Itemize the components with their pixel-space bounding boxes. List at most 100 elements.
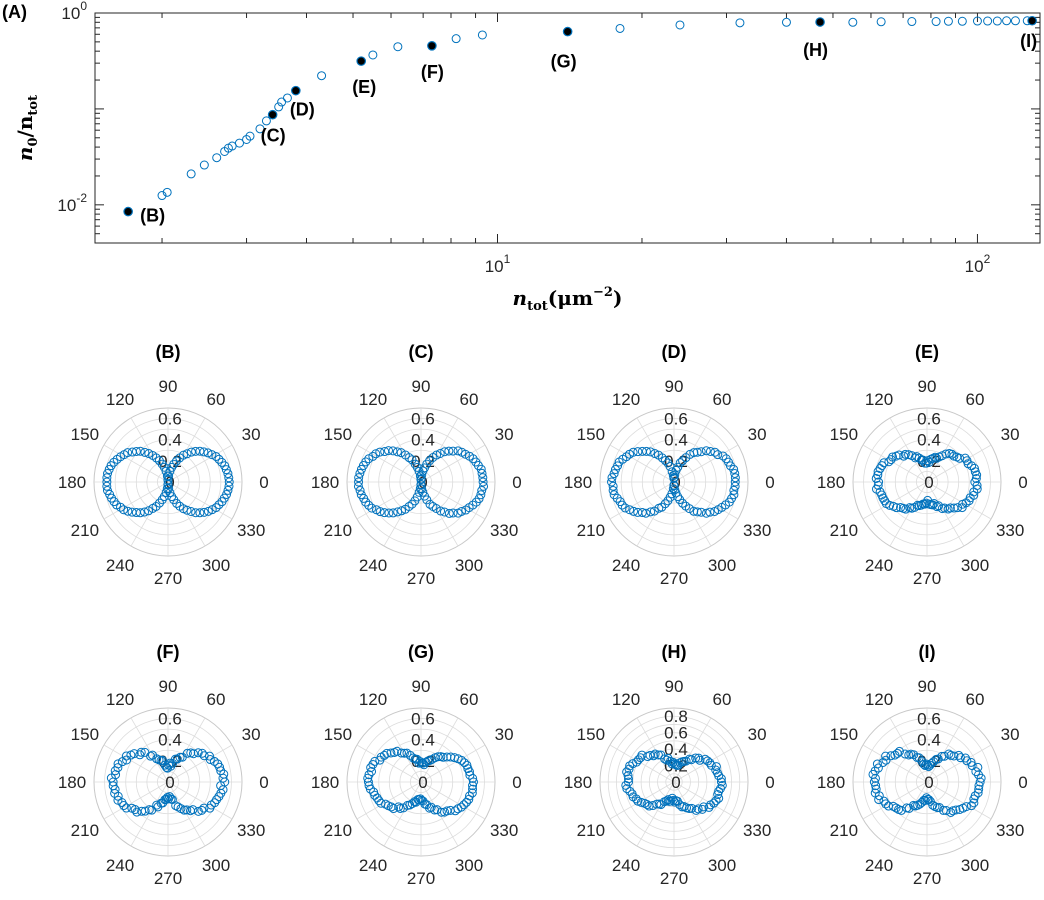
polar-data-point <box>961 802 971 812</box>
polar-data-point <box>380 447 390 457</box>
polar-data-point <box>890 750 900 760</box>
spoke <box>862 481 928 520</box>
theta-tick-label: 180 <box>564 773 592 792</box>
theta-tick-label: 120 <box>865 690 893 709</box>
r-tick-label: 0.6 <box>917 410 941 429</box>
spoke <box>609 744 675 783</box>
polar-data-point <box>224 473 234 483</box>
data-point <box>245 131 255 141</box>
polar-data-point <box>407 455 417 465</box>
theta-tick-label: 240 <box>359 556 387 575</box>
r-tick-label: 0.8 <box>664 707 688 726</box>
polar-data-point <box>465 770 475 780</box>
polar-data-point <box>904 750 914 760</box>
polar-data-point <box>223 469 233 479</box>
polar-data-point <box>705 507 715 517</box>
theta-tick-label: 270 <box>913 569 941 588</box>
data-point <box>1010 16 1020 26</box>
point-label: (H) <box>803 40 828 60</box>
polar-data-point <box>121 803 131 813</box>
polar-data-point <box>880 496 890 506</box>
polar-data-point <box>971 474 981 484</box>
polar-data-point <box>946 750 956 760</box>
polar-data-point <box>353 481 363 491</box>
polar-data-point <box>182 505 192 515</box>
polar-data-point <box>140 447 150 457</box>
polar-data-point <box>624 774 634 784</box>
data-point <box>393 42 403 52</box>
polar-title: (F) <box>157 642 180 662</box>
polar-data-point <box>375 447 385 457</box>
polar-data-point <box>709 798 719 808</box>
polar-data-point <box>476 490 486 500</box>
spoke <box>862 444 928 483</box>
polar-data-point <box>975 777 985 787</box>
theta-tick-label: 300 <box>708 856 736 875</box>
r-tick-label: 0 <box>924 473 933 492</box>
polar-data-point <box>396 448 406 458</box>
polar-data-point <box>412 492 422 502</box>
r-tick-label: 0.6 <box>664 724 688 743</box>
polar-data-point <box>608 481 618 491</box>
theta-tick-label: 30 <box>495 425 514 444</box>
polar-data-point <box>367 766 377 776</box>
polar-data-point <box>974 770 984 780</box>
spoke <box>103 744 169 783</box>
polar-data-point <box>389 804 399 814</box>
theta-tick-label: 270 <box>407 869 435 888</box>
polar-data-point <box>607 473 617 483</box>
r-tick-label: 0.6 <box>411 410 435 429</box>
polar-data-point <box>974 784 984 794</box>
polar-data-point <box>136 747 146 757</box>
spoke <box>167 717 206 783</box>
polar-title: (B) <box>156 342 181 362</box>
polar-data-point <box>214 500 224 510</box>
theta-tick-label: 240 <box>106 856 134 875</box>
theta-tick-label: 60 <box>207 690 226 709</box>
theta-tick-label: 150 <box>324 725 352 744</box>
data-point <box>261 116 271 126</box>
polar-data-point <box>940 503 950 513</box>
polar-data-point <box>392 447 402 457</box>
polar-panel: (D)030609012015018021024027030033000.20.… <box>564 342 775 588</box>
polar-data-point <box>678 456 688 466</box>
polar-data-point <box>891 503 901 513</box>
polar-data-point <box>904 450 914 460</box>
polar-data-point <box>468 500 478 510</box>
polar-data-point <box>943 504 953 514</box>
theta-tick-label: 120 <box>612 390 640 409</box>
polar-data-point <box>668 795 678 805</box>
polar-data-point <box>879 796 889 806</box>
polar-data-point <box>457 506 467 516</box>
polar-data-point <box>207 450 217 460</box>
polar-data-point <box>464 451 474 461</box>
polar-data-point <box>939 751 949 761</box>
data-point <box>957 16 967 26</box>
polar-data-point <box>928 500 938 510</box>
polar-data-point <box>697 804 707 814</box>
polar-data-point <box>367 503 377 513</box>
polar-data-point <box>881 751 891 761</box>
spoke <box>673 781 739 820</box>
theta-tick-label: 330 <box>237 821 265 840</box>
polar-data-point <box>364 770 374 780</box>
polar-data-point <box>625 761 635 771</box>
theta-tick-label: 120 <box>359 390 387 409</box>
polar-title: (H) <box>662 642 687 662</box>
theta-tick-label: 30 <box>1001 725 1020 744</box>
theta-tick-label: 270 <box>913 869 941 888</box>
polar-data-point <box>946 807 956 817</box>
polar-data-point <box>637 446 647 456</box>
polar-data-point <box>219 769 229 779</box>
polar-data-point <box>364 500 374 510</box>
theta-tick-label: 150 <box>830 425 858 444</box>
spoke <box>420 444 486 483</box>
polar-data-point <box>693 804 703 814</box>
point-label: (B) <box>140 206 165 226</box>
polar-data-point <box>721 454 731 464</box>
data-point <box>186 169 196 179</box>
polar-data-point <box>436 807 446 817</box>
polar-data-point <box>668 471 678 481</box>
y-axis-label: n0/ntot <box>13 95 41 161</box>
